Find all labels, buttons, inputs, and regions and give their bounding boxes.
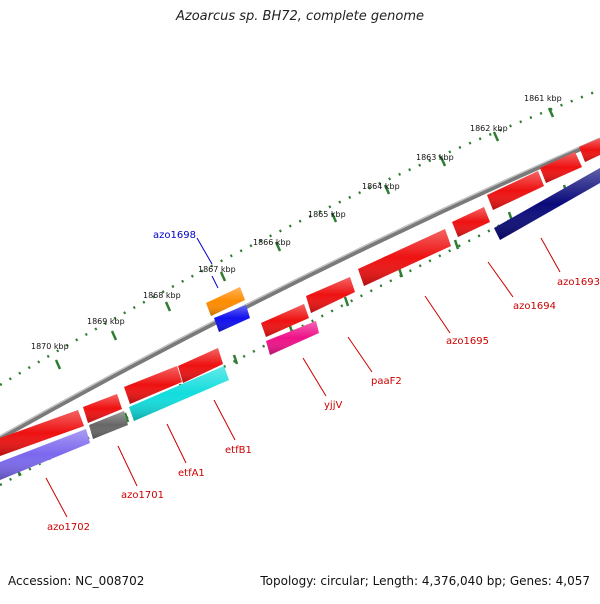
kbp-label: 1865 kbp (308, 210, 346, 219)
kbp-label: 1866 kbp (253, 238, 291, 247)
leader-etfB1 (213, 399, 236, 441)
gene-shading (0, 138, 600, 480)
leader-etfA1 (166, 423, 187, 464)
gene-labels: azo1693 azo1694 azo1695 paaF2 yjjV etfB1… (47, 230, 600, 533)
leader-yjjV (302, 357, 327, 397)
leader-azo1698-end (211, 275, 219, 289)
kbp-label: 1861 kbp (524, 94, 562, 103)
gene-label-paaF2: paaF2 (371, 376, 402, 387)
kbp-labels: 1861 kbp 1862 kbp 1863 kbp 1864 kbp 1865… (31, 94, 562, 351)
leader-azo1698 (196, 237, 213, 265)
leader-paaF2 (347, 336, 373, 373)
leader-azo1694 (487, 261, 514, 298)
map-title: Azoarcus sp. BH72, complete genome (175, 9, 425, 24)
gene-label-etfA1: etfA1 (178, 468, 205, 479)
gene-label-azo1693: azo1693 (557, 277, 600, 288)
gene-label-azo1702: azo1702 (47, 522, 90, 533)
kbp-label: 1864 kbp (362, 182, 400, 191)
outer-major-ticks (54, 107, 555, 370)
genome-summary: Topology: circular; Length: 4,376,040 bp… (260, 574, 590, 588)
leader-azo1702 (45, 477, 68, 518)
kbp-label: 1870 kbp (31, 342, 69, 351)
kbp-label: 1868 kbp (143, 291, 181, 300)
leader-azo1701 (117, 445, 138, 487)
kbp-label: 1863 kbp (416, 153, 454, 162)
leader-azo1693 (540, 237, 561, 273)
leader-azo1695 (424, 295, 451, 334)
leader-lines (45, 237, 561, 518)
accession-label: Accession: NC_008702 (8, 574, 145, 588)
gene-label-yjjV: yjjV (324, 400, 342, 411)
kbp-label: 1867 kbp (198, 265, 236, 274)
gene-label-azo1701: azo1701 (121, 490, 164, 501)
kbp-label: 1869 kbp (87, 317, 125, 326)
genome-backbone (0, 137, 600, 441)
gene-label-etfB1: etfB1 (225, 445, 252, 456)
gene-label-azo1694: azo1694 (513, 301, 556, 312)
gene-label-azo1695: azo1695 (446, 336, 489, 347)
kbp-label: 1862 kbp (470, 124, 508, 133)
gene-label-azo1698: azo1698 (153, 230, 196, 241)
genome-backbone-highlight (0, 137, 600, 437)
